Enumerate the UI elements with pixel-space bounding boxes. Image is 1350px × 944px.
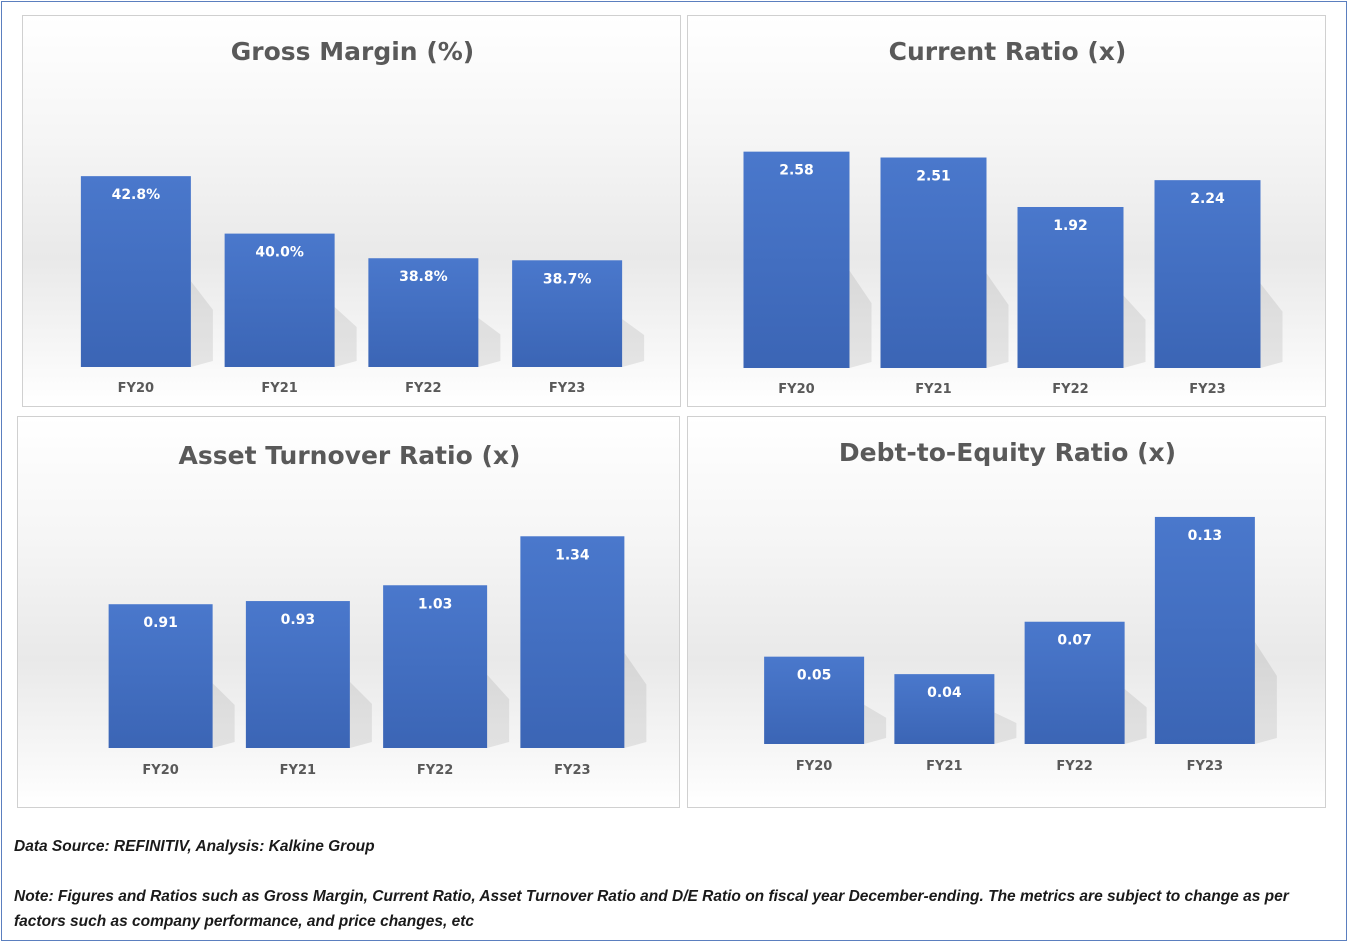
data-label: 38.7% [543,271,592,287]
note-line-2: factors such as company performance, and… [14,913,474,930]
current-ratio-chart: Current Ratio (x) 2.58 FY20 2.51 FY21 1.92 FY2… [687,15,1326,407]
bar [764,656,865,744]
data-label: 2.58 [779,163,814,179]
category-label: FY20 [142,763,178,778]
bar-shadow [212,683,235,748]
data-label: 0.05 [797,668,832,684]
chart-title: Asset Turnover Ratio (x) [179,441,521,470]
category-label: FY23 [1189,382,1225,397]
bar-shadow [849,270,872,368]
category-label: FY20 [778,382,814,397]
category-label: FY23 [1187,759,1223,774]
gross-margin-chart: Gross Margin (%) 42.8% FY20 40.0% FY21 38.8% F… [22,15,681,407]
bar [1154,180,1261,368]
bar-shadow [864,704,887,744]
debt-to-equity-svg: Debt-to-Equity Ratio (x) 0.05 FY20 0.04 FY21… [764,438,1277,774]
category-label: FY20 [118,381,154,396]
bar [224,233,335,367]
category-label: FY22 [417,763,453,778]
data-label: 2.51 [916,169,951,185]
bar [80,176,191,367]
data-label: 1.92 [1053,218,1088,234]
data-label: 0.13 [1188,528,1223,544]
data-label: 0.91 [143,615,178,631]
data-label: 0.93 [281,612,316,628]
data-source-text: Data Source: REFINITIV, Analysis: Kalkin… [14,838,375,855]
bar [894,674,995,744]
bar [512,260,623,367]
chart-title: Current Ratio (x) [889,37,1127,66]
data-label: 42.8% [112,187,161,203]
category-label: FY20 [796,759,832,774]
bar [383,585,488,748]
asset-turnover-svg: Asset Turnover Ratio (x) 0.91 FY20 0.93 FY21… [108,441,647,778]
bar-shadow [487,674,510,748]
data-source-note: Data Source: REFINITIV, Analysis: Kalkin… [14,834,375,859]
category-label: FY21 [280,763,316,778]
debt-to-equity-chart: Debt-to-Equity Ratio (x) 0.05 FY20 0.04 FY21… [687,416,1326,808]
bar-shadow [349,681,372,748]
category-label: FY22 [1056,759,1092,774]
chart-title: Gross Margin (%) [231,37,474,66]
category-label: FY23 [549,381,585,396]
bar [520,536,625,748]
bar-shadow [1124,688,1147,744]
bar [368,258,479,367]
bar [245,601,350,748]
data-label: 0.07 [1057,633,1092,649]
bar-shadow [1123,295,1146,368]
note-line-1: Note: Figures and Ratios such as Gross M… [14,888,1289,905]
bar [743,151,850,368]
data-label: 38.8% [399,269,448,285]
data-label: 1.03 [418,596,453,612]
bar-shadow [1260,283,1283,368]
disclaimer-note: Note: Figures and Ratios such as Gross M… [14,884,1289,934]
gross-margin-svg: Gross Margin (%) 42.8% FY20 40.0% FY21 38.8% F… [80,37,645,396]
bar-shadow [334,306,357,367]
category-label: FY22 [405,381,441,396]
bar-shadow [994,712,1017,744]
bar-shadow [1254,641,1277,744]
current-ratio-svg: Current Ratio (x) 2.58 FY20 2.51 FY21 1.92 FY2… [743,37,1283,397]
bar-shadow [986,273,1009,368]
bar [880,157,987,368]
bar [1024,621,1125,744]
bar [108,604,213,748]
data-label: 0.04 [927,685,962,701]
bar-shadow [478,318,501,367]
chart-title: Debt-to-Equity Ratio (x) [839,438,1176,467]
bar [1017,206,1124,368]
bar [1154,516,1255,744]
data-label: 2.24 [1190,191,1225,207]
asset-turnover-chart: Asset Turnover Ratio (x) 0.91 FY20 0.93 FY21… [17,416,680,808]
bar-shadow [622,318,645,367]
category-label: FY22 [1052,382,1088,397]
category-label: FY21 [915,382,951,397]
bar-shadow [624,652,647,748]
category-label: FY21 [261,381,297,396]
category-label: FY21 [926,759,962,774]
bar-shadow [190,281,213,367]
data-label: 40.0% [255,245,304,261]
data-label: 1.34 [555,547,590,563]
category-label: FY23 [554,763,590,778]
